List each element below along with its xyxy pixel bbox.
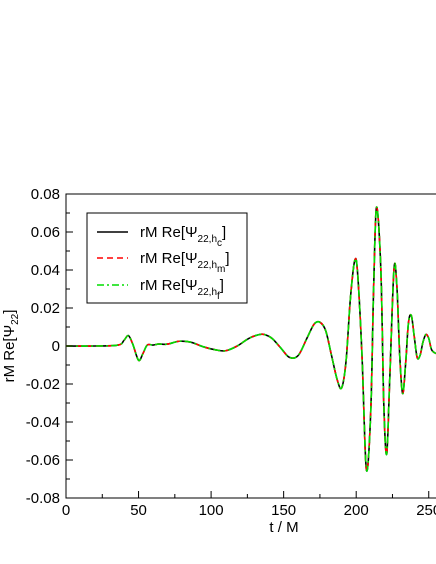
y-tick-label: 0.02	[31, 300, 60, 317]
x-tick-label: 200	[344, 502, 369, 519]
y-tick-label: 0.06	[31, 224, 60, 241]
x-tick-label: 100	[199, 502, 224, 519]
y-tick-label: 0	[52, 338, 60, 355]
legend-label-coarse: rM Re[Ψ22,hc]	[140, 224, 226, 249]
x-tick-label: 250	[416, 502, 436, 519]
y-tick-label: 0.08	[31, 186, 60, 203]
y-tick-label: -0.02	[26, 376, 60, 393]
x-axis-label: t / M	[269, 519, 298, 536]
y-tick-label: -0.08	[26, 490, 60, 507]
x-tick-label: 0	[62, 502, 70, 519]
x-tick-label: 50	[130, 502, 147, 519]
series-line-fine	[66, 206, 436, 472]
y-tick-label: -0.04	[26, 414, 60, 431]
legend-label-medium: rM Re[Ψ22,hm]	[140, 250, 230, 275]
svg-text:rM Re[Ψ22]: rM Re[Ψ22]	[1, 310, 21, 383]
legend: rM Re[Ψ22,hc] rM Re[Ψ22,hm] rM Re[Ψ22,hf…	[86, 212, 248, 304]
legend-label-fine: rM Re[Ψ22,hf]	[140, 277, 224, 302]
legend-box	[86, 212, 248, 304]
y-tick-label: -0.06	[26, 452, 60, 469]
x-tick-label: 150	[271, 502, 296, 519]
y-axis-label: rM Re[Ψ22]	[1, 310, 21, 383]
y-tick-label: 0.04	[31, 262, 60, 279]
